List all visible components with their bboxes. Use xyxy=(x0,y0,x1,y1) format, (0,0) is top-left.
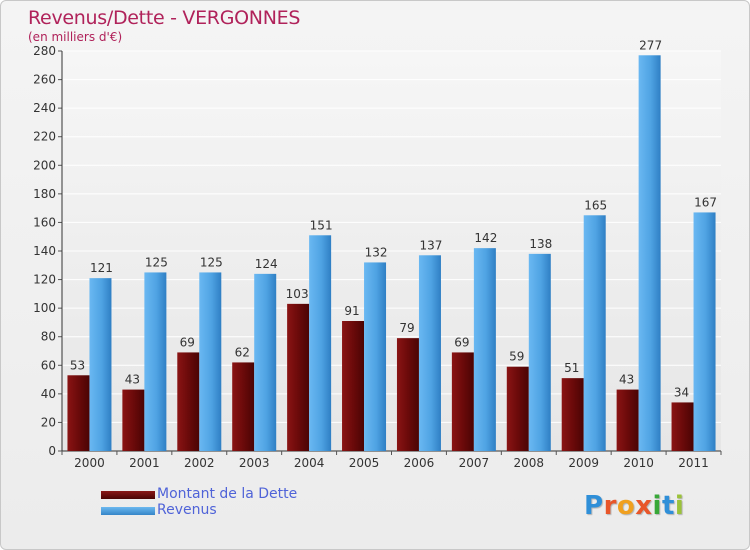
bar-debt xyxy=(287,303,310,451)
bar-debt xyxy=(122,389,145,451)
logo-letter: i xyxy=(652,491,662,521)
x-tick-label: 2000 xyxy=(74,456,105,470)
data-label-debt: 43 xyxy=(125,373,140,387)
bar-revenue xyxy=(418,255,441,451)
bar-revenue xyxy=(364,262,387,451)
logo-letter: o xyxy=(616,491,636,521)
y-tick-label: 260 xyxy=(33,73,56,87)
x-tick-label: 2005 xyxy=(349,456,380,470)
y-tick-label: 0 xyxy=(48,444,56,458)
y-tick-label: 180 xyxy=(33,187,56,201)
bar-revenue xyxy=(254,273,277,451)
bar-debt xyxy=(451,352,474,451)
x-tick-label: 2011 xyxy=(678,456,709,470)
data-label-debt: 51 xyxy=(564,361,579,375)
data-label-debt: 79 xyxy=(399,321,414,335)
proxiti-logo: Proxiti xyxy=(584,491,684,521)
bar-revenue xyxy=(473,248,496,451)
data-label-revenue: 125 xyxy=(200,255,223,269)
data-label-revenue: 124 xyxy=(255,257,278,271)
data-label-debt: 34 xyxy=(674,385,689,399)
logo-letter: P xyxy=(584,491,604,521)
data-label-revenue: 137 xyxy=(420,238,443,252)
x-tick-label: 2003 xyxy=(239,456,270,470)
bar-debt xyxy=(342,321,365,451)
x-tick-label: 2010 xyxy=(623,456,654,470)
data-label-debt: 69 xyxy=(180,335,195,349)
legend-label-revenue: Revenus xyxy=(157,502,217,518)
data-label-debt: 62 xyxy=(235,345,250,359)
data-label-revenue: 121 xyxy=(90,261,113,275)
data-label-revenue: 277 xyxy=(639,38,662,52)
bar-debt xyxy=(506,366,529,451)
x-tick-label: 2008 xyxy=(514,456,545,470)
data-label-debt: 91 xyxy=(344,304,359,318)
y-tick-label: 200 xyxy=(33,158,56,172)
logo-letter: r xyxy=(603,491,617,521)
data-label-revenue: 165 xyxy=(584,198,607,212)
chart-subtitle: (en milliers d'€) xyxy=(28,30,123,44)
x-tick-label: 2002 xyxy=(184,456,215,470)
data-label-debt: 103 xyxy=(286,287,309,301)
bar-debt xyxy=(561,378,584,451)
data-label-debt: 53 xyxy=(70,358,85,372)
y-tick-label: 240 xyxy=(33,101,56,115)
y-tick-label: 100 xyxy=(33,301,56,315)
data-label-debt: 59 xyxy=(509,350,524,364)
y-tick-label: 160 xyxy=(33,215,56,229)
x-tick-label: 2007 xyxy=(459,456,490,470)
bar-debt xyxy=(671,402,694,451)
bar-revenue xyxy=(693,212,716,451)
y-tick-label: 120 xyxy=(33,273,56,287)
bar-revenue xyxy=(199,272,222,451)
data-label-revenue: 138 xyxy=(529,237,552,251)
bar-revenue xyxy=(89,278,112,451)
logo-letter: t xyxy=(661,491,675,521)
x-tick-label: 2006 xyxy=(404,456,435,470)
y-tick-label: 220 xyxy=(33,130,56,144)
bar-debt xyxy=(396,338,419,451)
y-tick-label: 60 xyxy=(41,358,56,372)
bar-revenue xyxy=(309,235,332,451)
data-label-revenue: 151 xyxy=(310,218,333,232)
bar-revenue xyxy=(144,272,167,451)
data-label-revenue: 142 xyxy=(474,231,497,245)
y-tick-label: 40 xyxy=(41,387,56,401)
y-tick-label: 20 xyxy=(41,415,56,429)
legend-swatch-debt xyxy=(101,491,155,499)
data-label-revenue: 167 xyxy=(694,195,717,209)
bar-debt xyxy=(177,352,200,451)
bar-revenue xyxy=(583,215,606,451)
x-tick-label: 2004 xyxy=(294,456,325,470)
y-tick-label: 80 xyxy=(41,330,56,344)
data-label-revenue: 125 xyxy=(145,255,168,269)
x-tick-label: 2001 xyxy=(129,456,160,470)
data-label-debt: 43 xyxy=(619,373,634,387)
bar-revenue xyxy=(638,55,661,452)
bar-debt xyxy=(67,375,90,451)
y-tick-label: 280 xyxy=(33,44,56,58)
bar-revenue xyxy=(528,253,551,451)
chart-title: Revenus/Dette - VERGONNES xyxy=(28,7,301,29)
data-label-revenue: 132 xyxy=(365,245,388,259)
legend-swatch-revenue xyxy=(101,507,155,515)
logo-letter: x xyxy=(635,491,653,521)
legend-label-debt: Montant de la Dette xyxy=(157,486,298,502)
x-tick-label: 2009 xyxy=(568,456,599,470)
bar-debt xyxy=(232,362,255,451)
logo-letter: i xyxy=(674,491,685,521)
data-label-debt: 69 xyxy=(454,335,469,349)
bar-debt xyxy=(616,389,639,451)
y-tick-label: 140 xyxy=(33,244,56,258)
